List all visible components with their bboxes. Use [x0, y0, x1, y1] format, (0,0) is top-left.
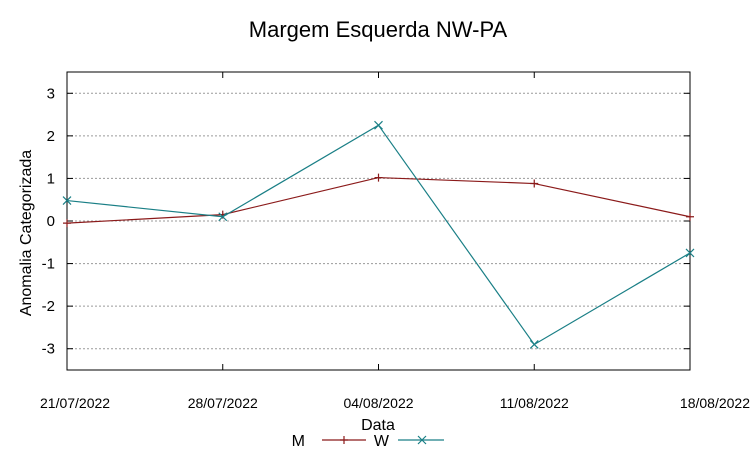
x-tick-label: 21/07/2022 — [40, 395, 110, 411]
legend-label-m: M — [292, 433, 305, 450]
series-m — [63, 173, 694, 228]
series-line-m — [66, 176, 691, 224]
data-point-w — [529, 340, 539, 349]
chart-title: Margem Esquerda NW-PA — [249, 17, 508, 42]
gridlines — [67, 92, 690, 350]
y-tick-label: -2 — [42, 298, 55, 315]
y-axis-ticks: 3 2 1 0 -1 -2 -3 — [42, 85, 690, 358]
legend-marker-m — [340, 436, 348, 444]
x-axis-label: Data — [361, 417, 395, 434]
data-point-w — [218, 212, 228, 222]
legend: M W — [292, 433, 444, 450]
x-tick-label: 18/08/2022 — [680, 395, 750, 411]
legend-marker-w — [417, 435, 427, 445]
series-w — [62, 120, 695, 349]
series-layer — [62, 120, 695, 349]
y-axis-label: Anomalia Categorizada — [18, 150, 35, 316]
data-point-m — [374, 173, 383, 182]
x-axis-ticks: 21/07/2022 28/07/2022 04/08/2022 11/08/2022… — [40, 72, 750, 411]
y-tick-label: 1 — [47, 170, 55, 187]
data-point-m — [63, 219, 71, 228]
x-tick-label: 28/07/2022 — [188, 395, 258, 411]
data-point-m — [686, 212, 694, 221]
data-point-w — [374, 120, 383, 130]
y-tick-label: 3 — [47, 85, 55, 102]
data-point-w — [62, 196, 72, 205]
y-tick-label: -1 — [42, 256, 55, 273]
y-tick-label: -3 — [42, 341, 55, 358]
legend-label-w: W — [374, 433, 390, 450]
data-point-w — [685, 248, 695, 258]
x-tick-label: 04/08/2022 — [343, 395, 413, 411]
series-line-w — [66, 124, 691, 346]
y-tick-label: 0 — [47, 213, 55, 230]
y-tick-label: 2 — [47, 128, 55, 145]
x-tick-label: 11/08/2022 — [500, 395, 569, 411]
data-point-m — [530, 179, 539, 188]
